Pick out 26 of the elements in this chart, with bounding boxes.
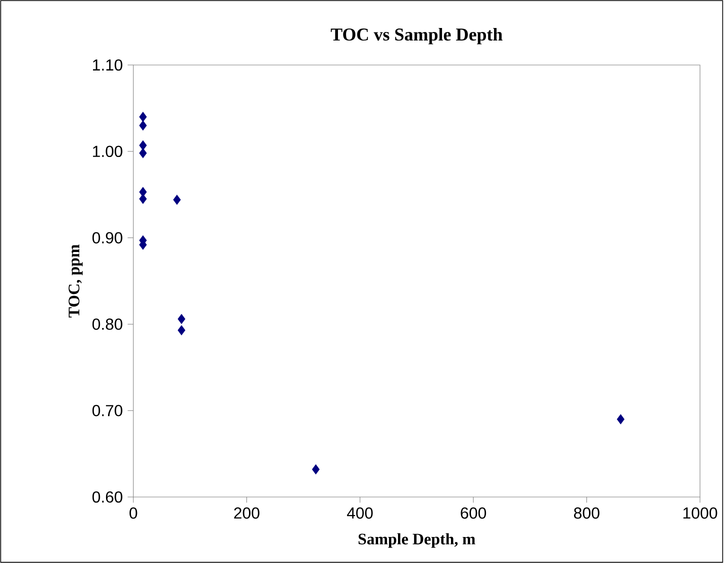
point <box>178 325 186 336</box>
point <box>616 414 624 424</box>
y-tick-label: 0.80 <box>92 318 122 330</box>
y-tick-label: 0.70 <box>92 404 122 416</box>
point <box>178 314 186 324</box>
y-tick-label: 1.00 <box>93 146 122 158</box>
point <box>173 194 181 205</box>
point <box>139 187 147 197</box>
y-tick-label: 1.10 <box>93 59 122 71</box>
point <box>139 140 147 150</box>
x-tick-label: 600 <box>460 507 486 519</box>
point <box>139 112 147 122</box>
x-tick-label: 1000 <box>683 507 718 519</box>
y-tick-label: 0.60 <box>92 491 122 503</box>
x-tick-label: 400 <box>347 507 373 519</box>
y-axis-title: TOC, ppm <box>68 244 83 318</box>
x-tick-label: 0 <box>130 507 138 519</box>
x-tick-label: 200 <box>234 507 260 519</box>
y-tick-label: 0.90 <box>92 232 122 244</box>
x-tick-label: 800 <box>574 507 600 519</box>
point <box>312 464 320 474</box>
point <box>139 194 147 204</box>
point <box>139 120 147 130</box>
chart-title: TOC vs Sample Depth <box>330 28 502 44</box>
point <box>139 148 147 158</box>
x-axis-title: Sample Depth, m <box>358 533 476 548</box>
